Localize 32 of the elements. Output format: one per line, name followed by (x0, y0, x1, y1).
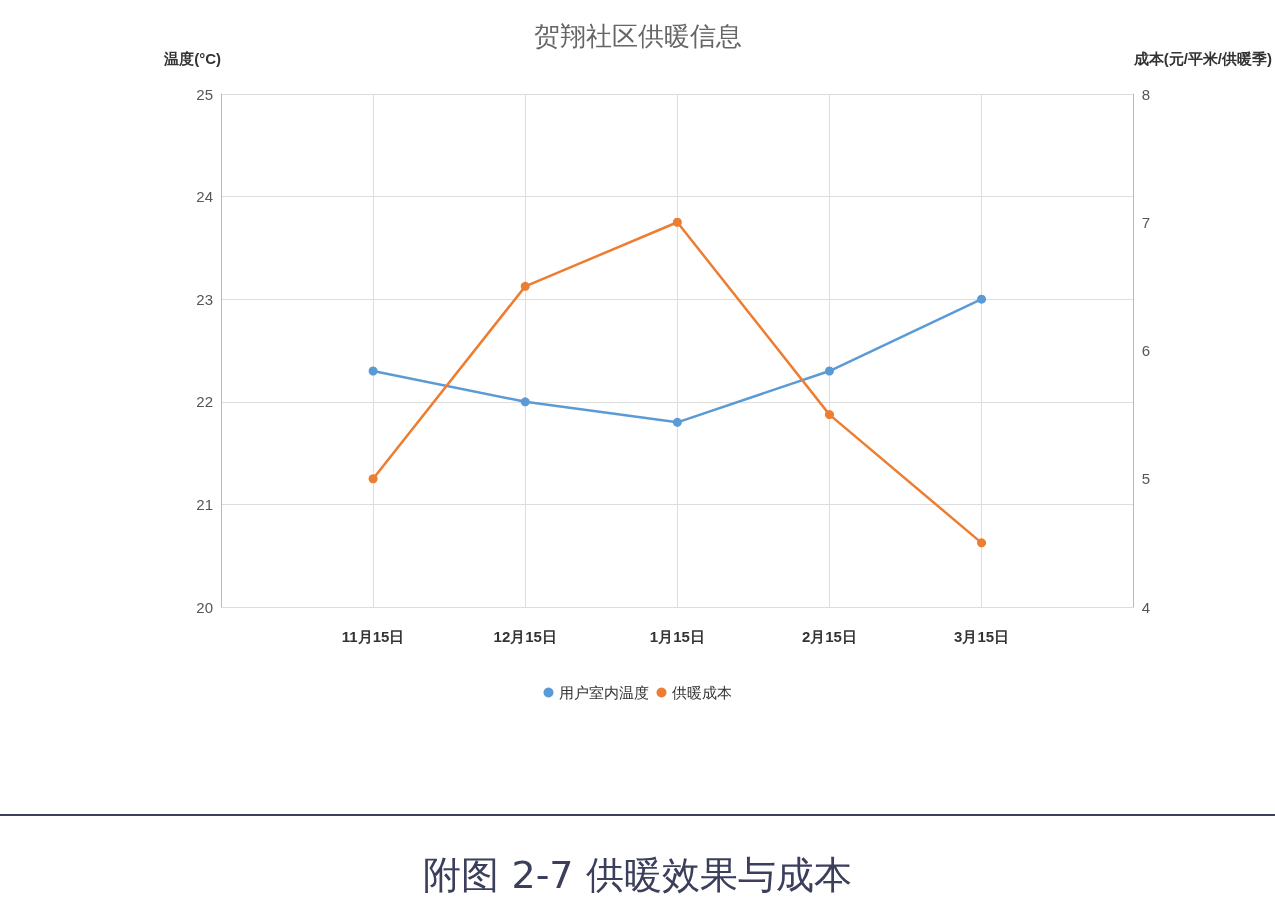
point (368, 474, 378, 484)
y2-axis-title: 成本(元/平米/供暖季) (1132, 50, 1272, 67)
y-axis-title: 温度(°C) (163, 50, 221, 67)
x-tick-label: 11月15日 (341, 628, 405, 645)
x-tick-label: 1月15日 (649, 628, 705, 645)
legend-label: 供暖成本 (671, 684, 732, 701)
y2-tick-label: 6 (1141, 342, 1151, 359)
text: 附图 2-7 供暖效果与成本 (422, 852, 853, 899)
x-tick-label: 2月15日 (801, 628, 857, 645)
y2-tick-label: 7 (1141, 213, 1151, 231)
point (672, 217, 682, 227)
legend-label: 用户室内温度 (558, 684, 649, 701)
point (368, 366, 378, 376)
point (977, 538, 987, 548)
x-tick-label: 3月15日 (954, 628, 1010, 645)
y-tick-label: 25 (196, 85, 213, 103)
point (672, 417, 682, 427)
y-tick-label: 24 (196, 188, 213, 206)
point (977, 294, 987, 304)
y-tick-label: 21 (196, 495, 213, 513)
point (824, 366, 834, 376)
y2-tick-label: 5 (1141, 470, 1151, 488)
y2-tick-label: 8 (1141, 85, 1151, 103)
y-tick-label: 22 (196, 393, 213, 411)
point (520, 397, 530, 407)
point (520, 281, 530, 291)
point (824, 410, 834, 420)
x-tick-label: 12月15日 (493, 628, 557, 645)
y-tick-label: 23 (196, 290, 213, 308)
chart-title: 贺翔社区供暖信息 (533, 21, 742, 51)
y2-tick-label: 4 (1141, 598, 1151, 616)
y-tick-label: 20 (196, 598, 213, 616)
